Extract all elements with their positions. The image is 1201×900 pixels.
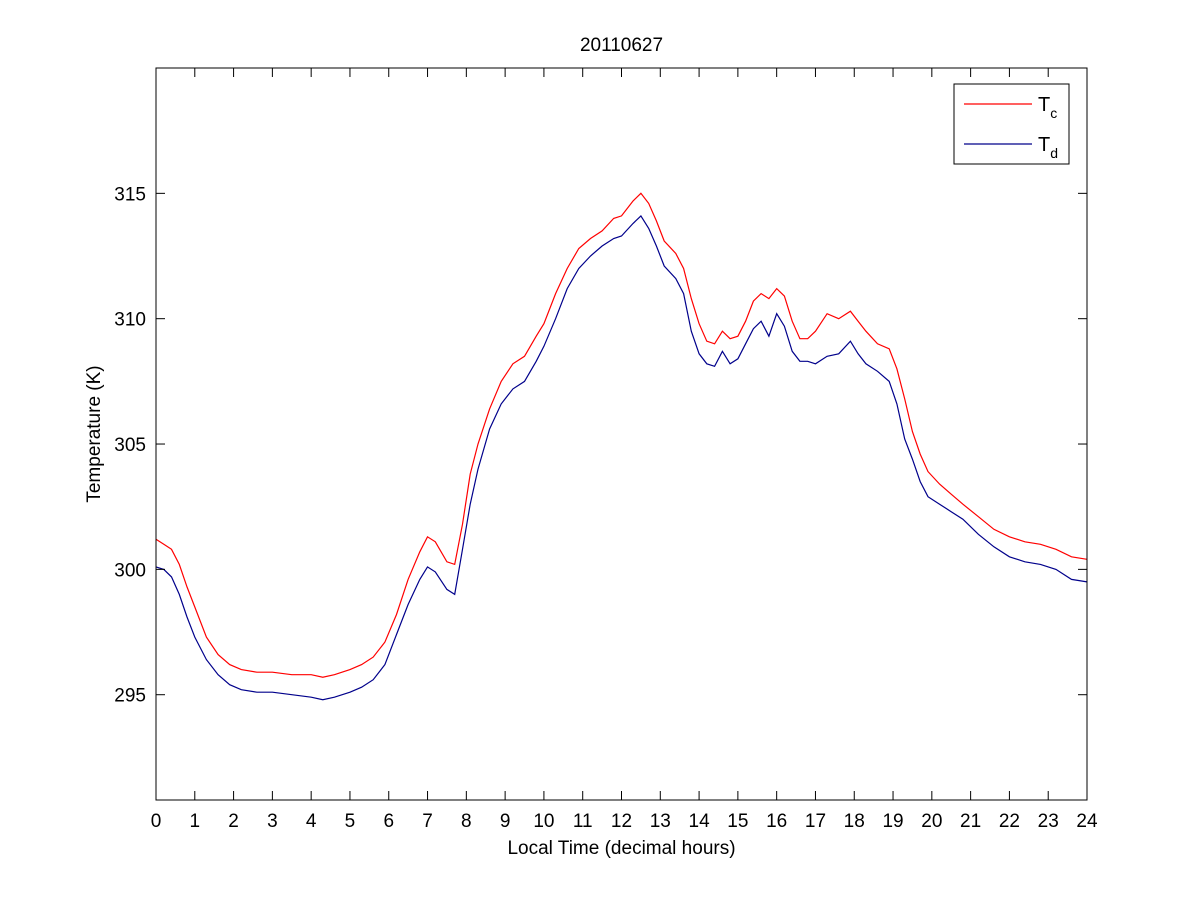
y-tick-label: 315 <box>114 184 146 205</box>
x-tick-label: 3 <box>267 811 278 832</box>
series-line-td <box>155 214 1088 701</box>
x-tick-label: 7 <box>422 811 433 832</box>
x-tick-label: 15 <box>727 811 748 832</box>
y-axis-label: Temperature (K) <box>84 365 105 502</box>
legend: Tc Td <box>953 83 1070 165</box>
x-tick-label: 6 <box>383 811 394 832</box>
x-tick-label: 22 <box>999 811 1020 832</box>
x-tick-label: 1 <box>190 811 201 832</box>
x-tick-label: 20 <box>921 811 942 832</box>
x-tick-label: 10 <box>533 811 554 832</box>
plot-area: 0 1 2 3 4 5 6 7 8 9 10 11 12 13 14 15 16 17 18 19 20 21 22 23 24… <box>114 67 1098 832</box>
x-tick-label: 21 <box>960 811 981 832</box>
x-tick-label: 19 <box>882 811 903 832</box>
x-tick-label: 9 <box>500 811 511 832</box>
legend-box <box>953 83 1070 165</box>
x-tick-label: 4 <box>306 811 317 832</box>
y-tick-label: 310 <box>114 310 146 331</box>
x-tick-label: 11 <box>573 811 593 832</box>
x-tick-label: 2 <box>228 811 239 832</box>
x-tick-label: 24 <box>1076 811 1098 832</box>
x-tick-label: 12 <box>611 811 632 832</box>
x-tick-label: 14 <box>689 811 711 832</box>
x-axis-label: Local Time (decimal hours) <box>507 838 735 859</box>
x-tick-label: 5 <box>345 811 356 832</box>
y-tick-label: 305 <box>114 435 146 456</box>
series-line-tc <box>155 192 1088 678</box>
x-tick-label: 23 <box>1038 811 1059 832</box>
y-tick-label: 300 <box>114 560 146 581</box>
x-tick-label: 17 <box>805 811 826 832</box>
chart-title: 20110627 <box>580 35 663 56</box>
y-tick-label: 295 <box>114 686 146 707</box>
x-tick-label: 13 <box>650 811 671 832</box>
x-tick-label: 0 <box>151 811 162 832</box>
x-tick-label: 8 <box>461 811 472 832</box>
x-tick-label: 16 <box>766 811 787 832</box>
axes-frame <box>155 67 1088 801</box>
x-tick-label: 18 <box>844 811 865 832</box>
legend-label-tc: Tc <box>1038 94 1057 121</box>
legend-label-td: Td <box>1038 134 1058 161</box>
